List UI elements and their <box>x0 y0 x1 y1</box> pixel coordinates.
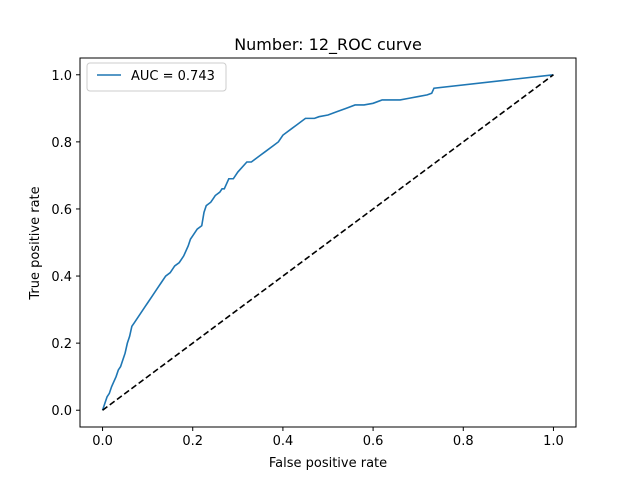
y-tick-label: 0.0 <box>51 404 72 419</box>
plot-area <box>79 57 577 428</box>
diagonal-reference-line <box>102 74 554 411</box>
y-tick-label: 0.4 <box>51 270 72 285</box>
series-layer <box>101 73 554 411</box>
y-axis-label: True positive rate <box>28 186 43 300</box>
y-tick-label: 0.6 <box>51 203 72 218</box>
x-axis-label: False positive rate <box>269 456 387 471</box>
x-tick-label: 0.4 <box>273 434 294 449</box>
y-axis-ticks: 0.0 0.2 0.4 0.6 0.8 1.0 <box>51 69 80 419</box>
chart-title: Number: 12_ROC curve <box>234 35 422 55</box>
legend: AUC = 0.743 <box>86 62 227 92</box>
legend-frame <box>86 62 227 92</box>
y-tick-label: 0.8 <box>51 136 72 151</box>
x-tick-label: 1.0 <box>543 434 564 449</box>
x-tick-label: 0.0 <box>92 434 113 449</box>
x-axis-ticks: 0.0 0.2 0.4 0.6 0.8 1.0 <box>92 427 564 449</box>
legend-label: AUC = 0.743 <box>131 69 215 84</box>
x-tick-label: 0.6 <box>363 434 384 449</box>
x-tick-label: 0.2 <box>182 434 203 449</box>
y-tick-label: 1.0 <box>51 69 72 84</box>
x-tick-label: 0.8 <box>453 434 474 449</box>
plot-frame <box>79 57 577 428</box>
y-tick-label: 0.2 <box>51 337 72 352</box>
roc-curve-line <box>101 73 554 411</box>
